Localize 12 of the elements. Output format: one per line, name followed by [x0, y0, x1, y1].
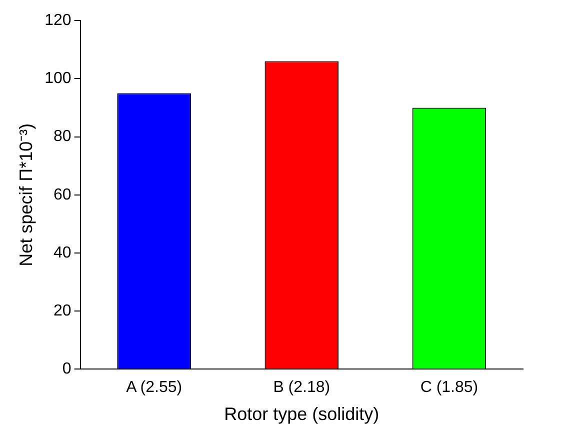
- y-tick-label: 80: [54, 128, 72, 146]
- y-tick-label: 100: [44, 70, 72, 88]
- x-tick-label: A (2.55): [126, 379, 182, 396]
- y-tick-label: 0: [62, 360, 72, 378]
- y-tick-label: 40: [54, 244, 72, 262]
- y-tick-label: 20: [54, 302, 72, 320]
- x-tick-label: B (2.18): [273, 379, 330, 396]
- y-tick-label: 120: [44, 12, 72, 30]
- y-axis-title: Net specif Π*10⁻³): [16, 123, 36, 266]
- x-axis-title: Rotor type (solidity): [224, 404, 380, 424]
- x-tick-label: C (1.85): [420, 379, 478, 396]
- y-tick-label: 60: [54, 186, 72, 204]
